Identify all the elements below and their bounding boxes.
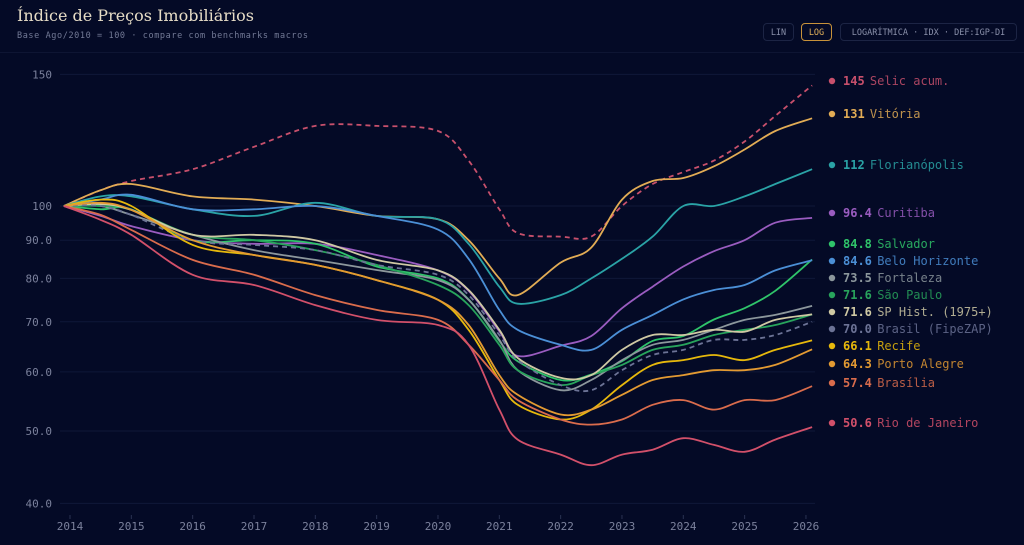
legend-value: 70.0 [843,322,872,336]
page-title: Índice de Preços Imobiliários [17,6,254,25]
y-tick-label: 150 [32,68,52,81]
legend-dot-icon [828,379,836,387]
legend-dot-icon [828,325,836,333]
legend-label[interactable]: Selic acum. [870,74,949,88]
y-tick-label: 100 [32,200,52,213]
legend-label[interactable]: Belo Horizonte [877,254,978,268]
series-line-belo-horizonte[interactable] [63,193,813,352]
legend-label[interactable]: Salvador [877,237,935,251]
legend-label[interactable]: Brasil (FipeZAP) [877,322,993,336]
legend-value: 71.6 [843,305,872,319]
legend-value: 84.6 [843,254,872,268]
legend-label[interactable]: Rio de Janeiro [877,416,978,430]
series-line-recife[interactable] [63,198,813,421]
x-tick-label: 2014 [57,520,84,533]
legend-value: 96.4 [843,206,872,220]
legend-value: 64.3 [843,357,872,371]
y-tick-label: 80.0 [26,272,53,285]
log-scale-button[interactable]: LOG [801,23,832,41]
y-tick-label: 90.0 [26,234,53,247]
y-tick-label: 70.0 [26,316,53,329]
legend-label[interactable]: SP Hist. (1975+) [877,305,993,319]
legend-value: 73.5 [843,271,872,285]
legend-dot-icon [828,161,836,169]
series-line-porto-alegre[interactable] [63,201,813,417]
legend-dot-icon [828,291,836,299]
x-tick-label: 2015 [118,520,145,533]
page-subtitle: Base Ago/2010 = 100 · compare com benchm… [17,31,309,41]
series-line-selic-acum[interactable] [63,84,813,240]
y-tick-label: 40.0 [26,497,53,510]
x-tick-label: 2016 [179,520,206,533]
series-line-rio-de-janeiro[interactable] [63,205,813,467]
x-tick-label: 2026 [793,520,820,533]
y-tick-label: 60.0 [26,366,53,379]
series-line-vito-ria[interactable] [63,117,813,297]
x-tick-label: 2023 [609,520,636,533]
x-tick-label: 2020 [425,520,452,533]
x-tick-label: 2018 [302,520,329,533]
legend-value: 84.8 [843,237,872,251]
legend-label[interactable]: Porto Alegre [877,357,964,371]
series-line-brasi-lia[interactable] [63,205,813,426]
legend-value: 57.4 [843,376,872,390]
y-tick-label: 50.0 [26,425,53,438]
legend-dot-icon [828,360,836,368]
x-tick-label: 2024 [670,520,697,533]
legend-label[interactable]: São Paulo [877,288,942,302]
legend-label[interactable]: Fortaleza [877,271,942,285]
legend-dot-icon [828,274,836,282]
x-tick-label: 2025 [731,520,758,533]
mode-indicator: LOGARÍTMICA · IDX · DEF:IGP-DI [840,23,1017,41]
series-line-sp-hist-1975[interactable] [63,203,813,381]
legend-value: 66.1 [843,339,872,353]
legend-dot-icon [828,419,836,427]
x-tick-label: 2021 [486,520,513,533]
legend-dot-icon [828,77,836,85]
legend-value: 131 [843,107,865,121]
legend-label[interactable]: Florianópolis [870,158,964,172]
legend-value: 145 [843,74,865,88]
legend-dot-icon [828,240,836,248]
legend-dot-icon [828,110,836,118]
legend-dot-icon [828,308,836,316]
legend-label[interactable]: Brasília [877,376,935,390]
legend-dot-icon [828,209,836,217]
linear-scale-button[interactable]: LIN [763,23,794,41]
legend-value: 112 [843,158,865,172]
legend-label[interactable]: Curitiba [877,206,935,220]
header-divider [0,52,1024,53]
x-tick-label: 2022 [547,520,574,533]
legend-label[interactable]: Recife [877,339,920,353]
legend-label[interactable]: Vitória [870,107,921,121]
x-tick-label: 2017 [241,520,268,533]
legend-value: 71.6 [843,288,872,302]
x-tick-label: 2019 [363,520,390,533]
legend-value: 50.6 [843,416,872,430]
legend-dot-icon [828,342,836,350]
legend-dot-icon [828,257,836,265]
